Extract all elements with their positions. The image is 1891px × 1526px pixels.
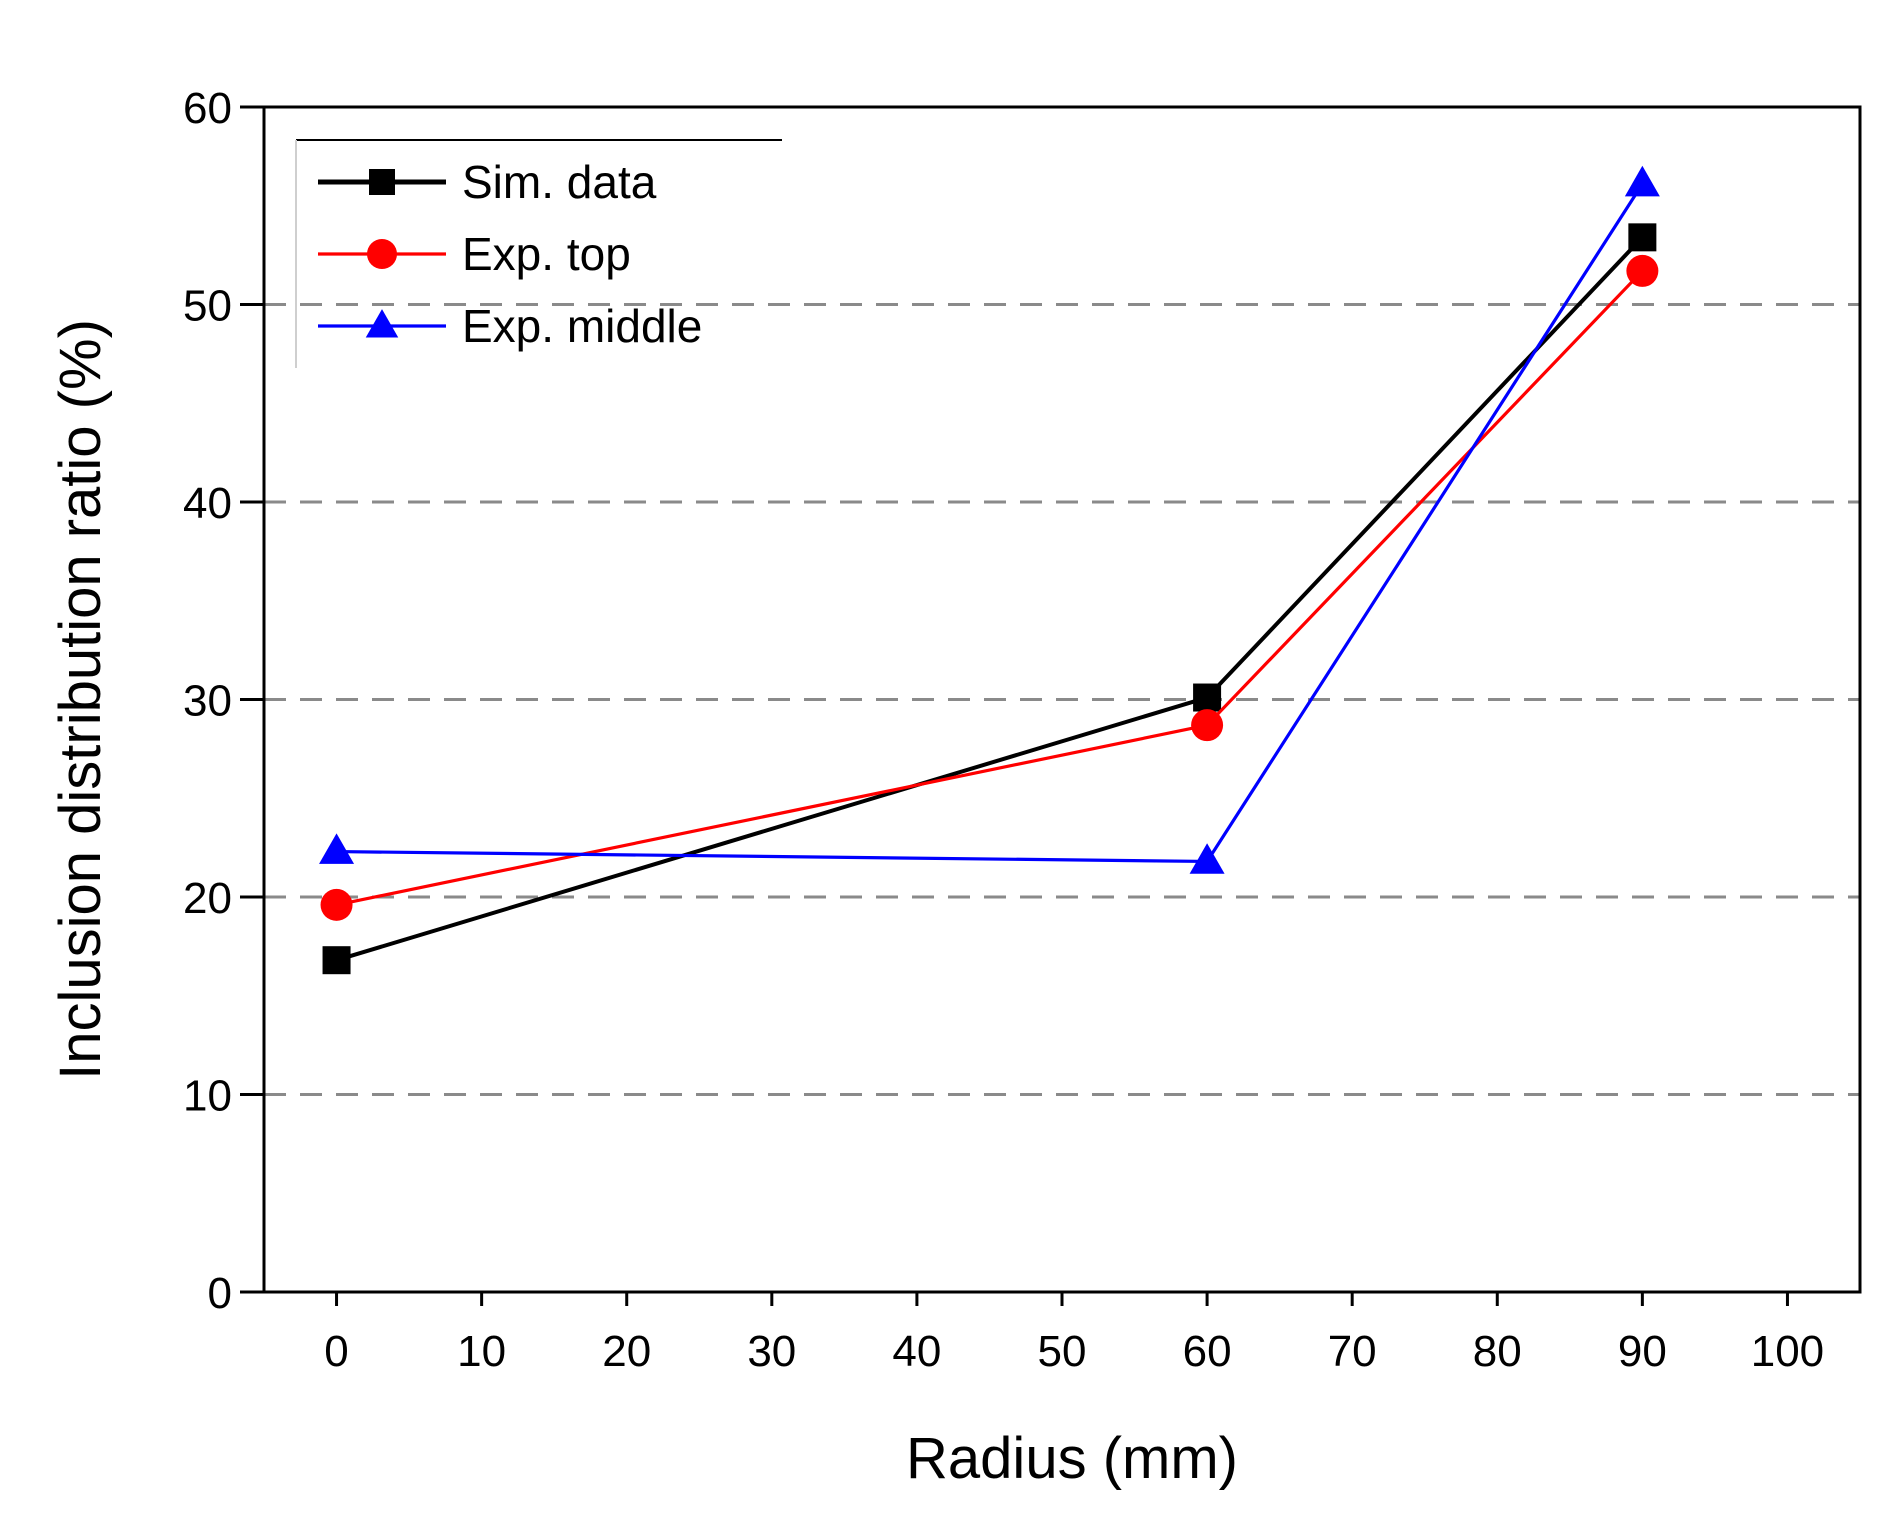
legend-label: Sim. data <box>462 156 657 208</box>
x-tick-label: 20 <box>602 1327 651 1376</box>
x-tick-label: 70 <box>1328 1327 1377 1376</box>
series-exp-top <box>320 254 1659 921</box>
legend-item: Sim. data <box>318 156 657 208</box>
data-point <box>1624 165 1660 197</box>
x-tick-label: 40 <box>892 1327 941 1376</box>
x-axis-title: Radius (mm) <box>906 1426 1238 1491</box>
data-point <box>1626 254 1659 287</box>
data-point <box>1628 223 1657 252</box>
series-line <box>336 183 1644 864</box>
data-point <box>319 833 355 864</box>
legend-item: Exp. top <box>318 228 631 280</box>
y-tick-label: 10 <box>183 1072 232 1121</box>
data-point <box>1191 709 1224 742</box>
legend-marker <box>367 239 397 269</box>
gridlines <box>264 303 1860 1096</box>
series-line <box>336 269 1644 907</box>
legend: Sim. data Exp. top Exp. middle <box>295 139 782 368</box>
y-tick-label: 60 <box>183 84 232 133</box>
x-tick-label: 30 <box>747 1327 796 1376</box>
series-group <box>319 165 1660 975</box>
y-tick-label: 30 <box>183 677 232 726</box>
y-tick-label: 20 <box>183 874 232 923</box>
x-tick-label: 10 <box>457 1327 506 1376</box>
x-tick-label: 50 <box>1038 1327 1087 1376</box>
x-tick-label: 0 <box>324 1327 348 1376</box>
data-point <box>322 946 351 975</box>
legend-label: Exp. top <box>462 228 631 280</box>
x-tick-label: 80 <box>1473 1327 1522 1376</box>
data-point <box>320 888 353 921</box>
y-tick-label: 50 <box>183 282 232 331</box>
legend-item: Exp. middle <box>318 300 702 352</box>
y-tick-label: 0 <box>208 1269 232 1318</box>
data-point <box>1193 683 1222 712</box>
y-axis-title: Inclusion distribution ratio (%) <box>48 319 113 1080</box>
legend-marker <box>369 169 395 195</box>
x-tick-label: 90 <box>1618 1327 1667 1376</box>
data-point <box>1189 843 1225 874</box>
x-tick-label: 100 <box>1751 1327 1824 1376</box>
series-sim-data <box>322 223 1657 975</box>
legend-marker <box>365 309 399 338</box>
legend-label: Exp. middle <box>462 300 702 352</box>
series-exp-middle <box>319 165 1660 874</box>
y-tick-label: 40 <box>183 479 232 528</box>
x-tick-label: 60 <box>1183 1327 1232 1376</box>
axis-ticks: 0 10 20 30 40 50 60 70 80 90 100 0 10 20 30 40 50 60 <box>183 84 1824 1376</box>
